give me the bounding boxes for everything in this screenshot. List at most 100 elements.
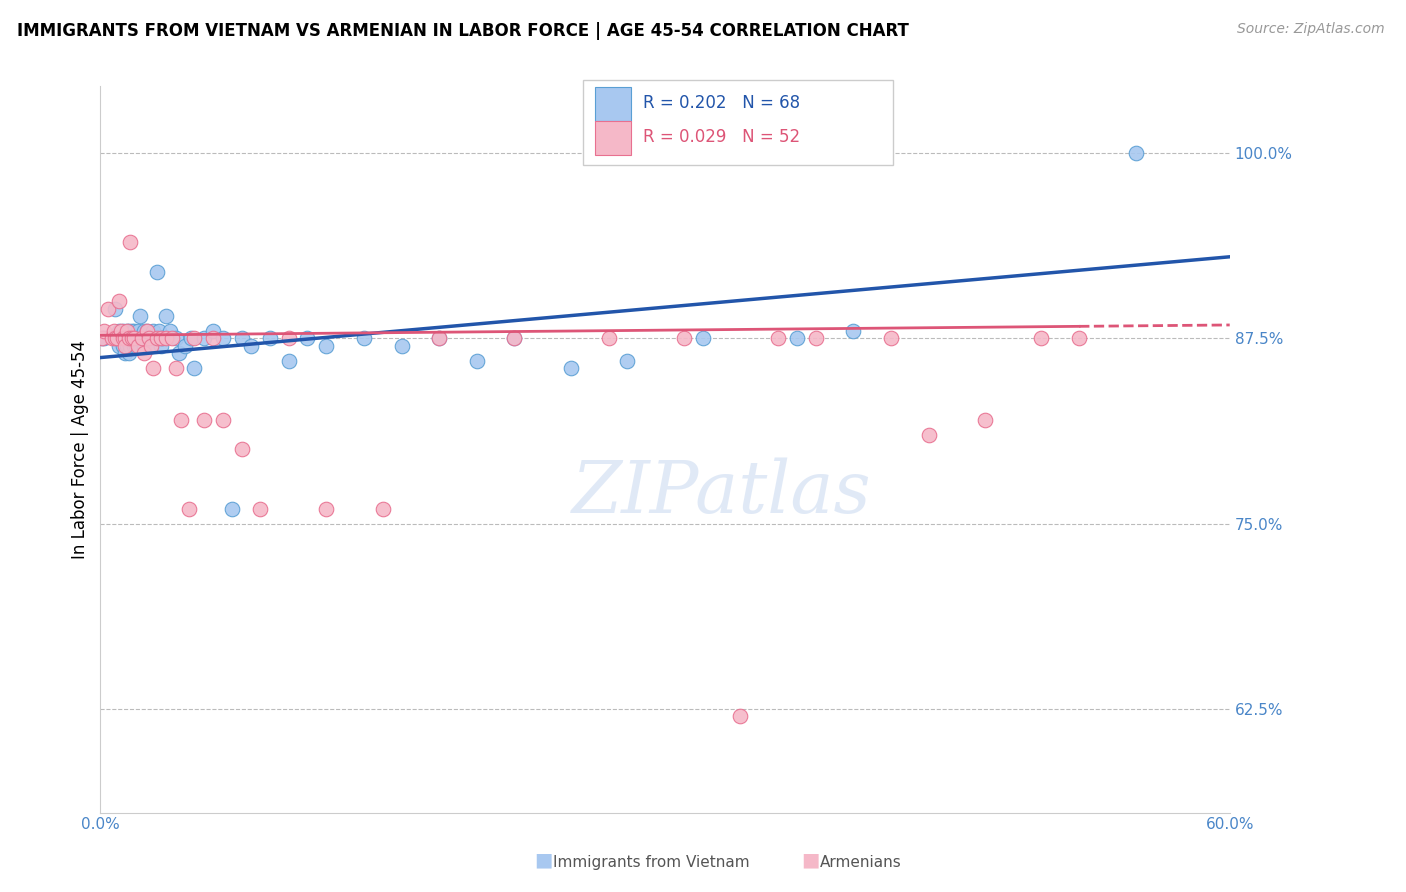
Point <box>127 331 149 345</box>
Point <box>170 413 193 427</box>
Point <box>766 331 789 345</box>
Point <box>165 331 187 345</box>
Point <box>125 331 148 345</box>
Point <box>315 501 337 516</box>
Point <box>110 331 132 345</box>
Point <box>108 339 131 353</box>
Text: R = 0.029   N = 52: R = 0.029 N = 52 <box>643 128 800 145</box>
Point <box>231 442 253 457</box>
Point <box>128 309 150 323</box>
Point <box>127 339 149 353</box>
Text: IMMIGRANTS FROM VIETNAM VS ARMENIAN IN LABOR FORCE | AGE 45-54 CORRELATION CHART: IMMIGRANTS FROM VIETNAM VS ARMENIAN IN L… <box>17 22 908 40</box>
Point <box>427 331 450 345</box>
Point <box>143 331 166 345</box>
Point <box>117 346 139 360</box>
Point <box>160 331 183 345</box>
Point <box>165 360 187 375</box>
Point <box>148 324 170 338</box>
Point <box>103 324 125 338</box>
Y-axis label: In Labor Force | Age 45-54: In Labor Force | Age 45-54 <box>72 340 89 559</box>
Point <box>120 235 142 249</box>
Point <box>842 324 865 338</box>
Point <box>692 331 714 345</box>
Point <box>93 324 115 338</box>
Point <box>114 331 136 345</box>
Point <box>132 324 155 338</box>
Point <box>259 331 281 345</box>
Point <box>136 324 159 338</box>
Point <box>211 413 233 427</box>
Point <box>122 324 145 338</box>
Point <box>104 331 127 345</box>
Point <box>730 709 752 723</box>
Point <box>152 331 174 345</box>
Point <box>917 427 939 442</box>
Point <box>231 331 253 345</box>
Point <box>127 324 149 338</box>
Point <box>1125 146 1147 161</box>
Point <box>117 324 139 338</box>
Point <box>183 360 205 375</box>
Point <box>353 331 375 345</box>
Point <box>97 301 120 316</box>
Point <box>503 331 526 345</box>
Point <box>100 331 122 345</box>
Point <box>105 331 128 345</box>
Point <box>108 324 131 338</box>
Point <box>974 413 997 427</box>
Point <box>104 301 127 316</box>
Point <box>146 264 169 278</box>
Point <box>174 339 197 353</box>
Point <box>503 331 526 345</box>
Point <box>297 331 319 345</box>
Point <box>138 331 160 345</box>
Point <box>277 353 299 368</box>
Point <box>115 339 138 353</box>
Point <box>159 324 181 338</box>
Point <box>142 360 165 375</box>
Point <box>135 331 157 345</box>
Point <box>114 346 136 360</box>
Point <box>155 331 177 345</box>
Point <box>120 331 142 345</box>
Point <box>804 331 827 345</box>
Point <box>111 331 134 345</box>
Point <box>786 331 808 345</box>
Point <box>111 339 134 353</box>
Point <box>117 331 139 345</box>
Text: Immigrants from Vietnam: Immigrants from Vietnam <box>553 855 749 870</box>
Point <box>155 309 177 323</box>
Text: Source: ZipAtlas.com: Source: ZipAtlas.com <box>1237 22 1385 37</box>
Point <box>239 339 262 353</box>
Point <box>560 360 582 375</box>
Point <box>180 331 202 345</box>
Point <box>427 331 450 345</box>
Point <box>141 339 163 353</box>
Point <box>880 331 903 345</box>
Point <box>1031 331 1053 345</box>
Text: ■: ■ <box>534 851 553 870</box>
Point <box>672 331 695 345</box>
Point <box>315 339 337 353</box>
Point <box>391 339 413 353</box>
Point <box>1069 331 1091 345</box>
Point <box>108 294 131 309</box>
Text: ZIPatlas: ZIPatlas <box>572 458 872 528</box>
Point <box>131 331 153 345</box>
Text: R = 0.202   N = 68: R = 0.202 N = 68 <box>643 94 800 112</box>
Point <box>136 324 159 338</box>
Point <box>132 339 155 353</box>
Point <box>221 501 243 516</box>
Point <box>121 331 143 345</box>
Point <box>142 324 165 338</box>
Point <box>131 331 153 345</box>
Text: Armenians: Armenians <box>820 855 901 870</box>
Point <box>177 501 200 516</box>
Point <box>211 331 233 345</box>
Point <box>149 339 172 353</box>
Point <box>249 501 271 516</box>
Point <box>138 331 160 345</box>
Point <box>465 353 488 368</box>
Point <box>141 339 163 353</box>
Point <box>122 339 145 353</box>
